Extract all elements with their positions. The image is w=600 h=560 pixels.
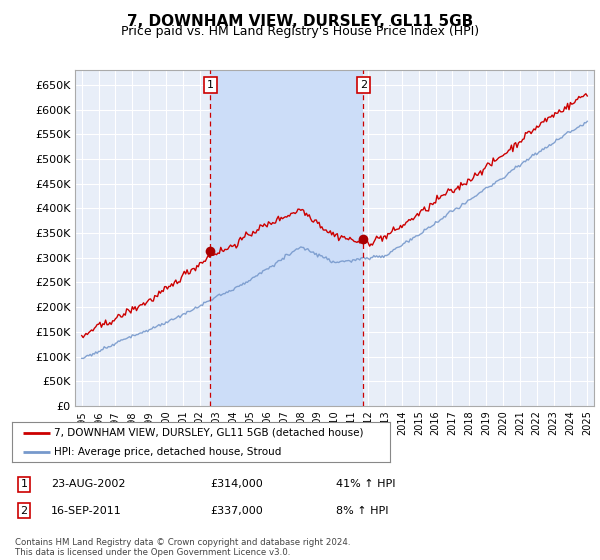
Text: 1: 1: [207, 80, 214, 90]
Text: 7, DOWNHAM VIEW, DURSLEY, GL11 5GB: 7, DOWNHAM VIEW, DURSLEY, GL11 5GB: [127, 14, 473, 29]
Text: 16-SEP-2011: 16-SEP-2011: [51, 506, 122, 516]
Text: 1: 1: [20, 479, 28, 489]
Text: 41% ↑ HPI: 41% ↑ HPI: [336, 479, 395, 489]
Bar: [211, 70, 364, 406]
Text: £314,000: £314,000: [210, 479, 263, 489]
Text: 23-AUG-2002: 23-AUG-2002: [51, 479, 125, 489]
Text: £337,000: £337,000: [210, 506, 263, 516]
Text: 7, DOWNHAM VIEW, DURSLEY, GL11 5GB (detached house): 7, DOWNHAM VIEW, DURSLEY, GL11 5GB (deta…: [53, 428, 363, 438]
Text: HPI: Average price, detached house, Stroud: HPI: Average price, detached house, Stro…: [53, 447, 281, 457]
Text: Price paid vs. HM Land Registry's House Price Index (HPI): Price paid vs. HM Land Registry's House …: [121, 25, 479, 38]
Text: 2: 2: [360, 80, 367, 90]
Text: 2: 2: [20, 506, 28, 516]
Text: 8% ↑ HPI: 8% ↑ HPI: [336, 506, 389, 516]
Text: Contains HM Land Registry data © Crown copyright and database right 2024.
This d: Contains HM Land Registry data © Crown c…: [15, 538, 350, 557]
